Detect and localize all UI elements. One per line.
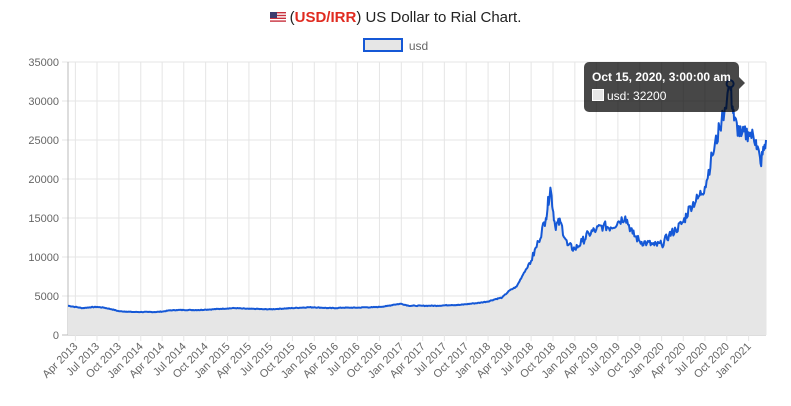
y-tick-label: 5000 — [35, 291, 59, 303]
legend-label[interactable]: usd — [408, 39, 429, 53]
tooltip-caret — [738, 77, 745, 89]
y-tick-label: 0 — [53, 330, 59, 342]
tooltip-swatch — [592, 89, 604, 101]
y-axis: 0 5000 10000 15000 20000 25000 30000 35000 — [28, 57, 59, 342]
us-flag-icon — [269, 12, 286, 23]
y-tick-label: 25000 — [28, 135, 59, 147]
tooltip-value: usd: 32200 — [607, 89, 667, 103]
legend-swatch[interactable] — [362, 38, 403, 52]
series-line-usd[interactable] — [67, 82, 767, 314]
y-tick-label: 10000 — [28, 252, 59, 264]
y-tick-label: 35000 — [28, 57, 59, 69]
y-tick-label: 15000 — [28, 213, 59, 225]
currency-pair: USD/IRR — [294, 9, 357, 26]
tooltip: Oct 15, 2020, 3:00:00 am usd: 32200 — [584, 62, 745, 112]
chart-title: (USD/IRR) US Dollar to Rial Chart. — [0, 9, 791, 26]
title-text: ) US Dollar to Rial Chart. — [356, 9, 522, 26]
title-open-paren: ( — [289, 9, 295, 26]
y-tick-label: 30000 — [28, 96, 59, 108]
legend[interactable]: usd — [0, 38, 791, 53]
y-tick-label: 20000 — [28, 174, 59, 186]
tooltip-title: Oct 15, 2020, 3:00:00 am — [592, 70, 731, 84]
series-area-usd — [68, 83, 766, 335]
